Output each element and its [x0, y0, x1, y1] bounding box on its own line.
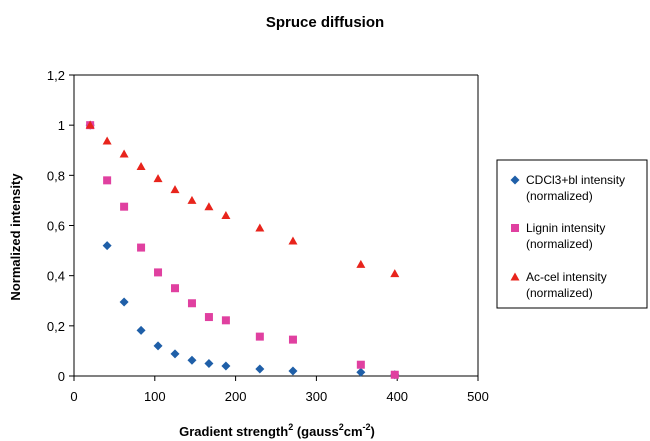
data-point-square	[255, 332, 264, 341]
data-point-square	[171, 284, 179, 293]
data-point-diamond	[356, 367, 366, 377]
data-point-diamond	[288, 366, 298, 376]
legend-label: (normalized)	[526, 237, 593, 251]
x-tick-label: 0	[70, 389, 77, 404]
legend-label: (normalized)	[526, 286, 593, 300]
x-axis-label: Gradient strength2 (gauss2cm-2)	[179, 422, 375, 439]
legend-marker-diamond	[510, 175, 520, 185]
data-point-triangle	[85, 120, 95, 129]
data-point-square	[204, 313, 213, 322]
x-axis-ticks: 0 100 200 300 400 500	[70, 376, 489, 404]
data-point-triangle	[390, 269, 400, 278]
data-point-square	[120, 202, 129, 211]
x-tick-label: 100	[144, 389, 166, 404]
x-axis-label-sup1: 2	[288, 422, 293, 432]
data-point-triangle	[119, 149, 129, 158]
y-tick-label: 1,2	[47, 68, 65, 83]
data-point-triangle	[187, 195, 197, 204]
data-point-diamond	[255, 364, 265, 374]
data-point-square	[288, 335, 297, 344]
legend: CDCl3+bl intensity (normalized) Lignin int…	[496, 159, 648, 309]
data-point-triangle	[255, 223, 265, 232]
x-tick-label: 500	[467, 389, 489, 404]
y-tick-label: 1	[58, 118, 65, 133]
data-point-diamond	[221, 361, 231, 371]
data-point-triangle	[356, 259, 366, 268]
data-point-square	[154, 268, 163, 277]
legend-marker-square	[511, 224, 519, 232]
y-axis-label: Normalized intensity	[8, 173, 23, 301]
data-point-diamond	[153, 341, 163, 351]
data-point-triangle	[221, 210, 231, 219]
y-tick-label: 0,2	[47, 319, 65, 334]
y-tick-label: 0	[58, 369, 65, 384]
data-point-diamond	[136, 325, 146, 335]
data-point-diamond	[119, 297, 129, 307]
data-point-square	[137, 243, 146, 252]
data-point-triangle	[170, 185, 180, 194]
y-tick-label: 0,6	[47, 219, 65, 234]
legend-label: CDCl3+bl intensity	[526, 173, 625, 187]
data-point-square	[356, 360, 365, 369]
data-point-diamond	[204, 358, 214, 368]
y-tick-label: 0,4	[47, 269, 65, 284]
legend-label: Ac-cel intensity	[526, 270, 607, 284]
data-point-triangle	[153, 174, 163, 183]
x-axis-label-mid: (gauss	[293, 424, 339, 439]
data-point-diamond	[187, 355, 197, 365]
x-axis-label-sup3: -2	[363, 422, 371, 432]
y-tick-label: 0,8	[47, 168, 65, 183]
data-point-triangle	[204, 202, 214, 211]
legend-label: (normalized)	[526, 189, 593, 203]
x-axis-label-mid2: cm	[344, 424, 363, 439]
data-point-triangle	[136, 162, 146, 171]
data-point-square	[103, 176, 112, 185]
x-tick-label: 200	[225, 389, 247, 404]
data-point-square	[187, 299, 196, 308]
data-point-square	[390, 370, 399, 379]
data-point-square	[221, 316, 230, 325]
plot-area	[73, 74, 479, 377]
x-axis-label-main: Gradient strength	[179, 424, 288, 439]
data-point-triangle	[288, 236, 298, 245]
x-tick-label: 300	[306, 389, 328, 404]
y-axis-ticks: 0 0,2 0,4 0,6 0,8 1 1,2	[47, 68, 74, 384]
data-point-triangle	[102, 136, 112, 145]
legend-box	[496, 159, 648, 309]
data-points	[85, 120, 400, 380]
data-point-diamond	[170, 349, 180, 359]
legend-label: Lignin intensity	[526, 221, 605, 235]
chart-title: Spruce diffusion	[266, 14, 384, 31]
x-axis-label-end: )	[371, 424, 375, 439]
data-point-diamond	[102, 241, 112, 251]
x-tick-label: 400	[386, 389, 408, 404]
x-axis-label-sup2: 2	[339, 422, 344, 432]
legend-marker-triangle	[510, 272, 520, 281]
